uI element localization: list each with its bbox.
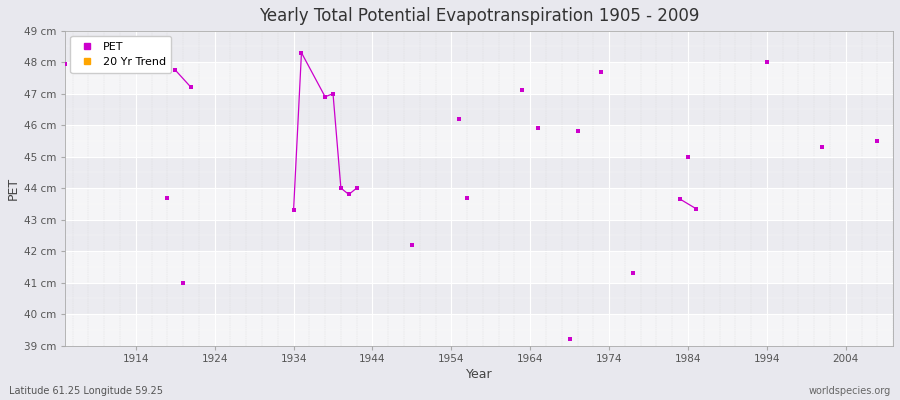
Text: Latitude 61.25 Longitude 59.25: Latitude 61.25 Longitude 59.25 — [9, 386, 163, 396]
Bar — [65, 188, 893, 220]
Title: Yearly Total Potential Evapotranspiration 1905 - 2009: Yearly Total Potential Evapotranspiratio… — [259, 7, 699, 25]
Y-axis label: PET: PET — [7, 176, 20, 200]
X-axis label: Year: Year — [465, 368, 492, 381]
Bar — [65, 62, 893, 94]
Legend: PET, 20 Yr Trend: PET, 20 Yr Trend — [70, 36, 171, 73]
Text: worldspecies.org: worldspecies.org — [809, 386, 891, 396]
Bar — [65, 251, 893, 282]
Bar — [65, 125, 893, 157]
Bar — [65, 314, 893, 346]
